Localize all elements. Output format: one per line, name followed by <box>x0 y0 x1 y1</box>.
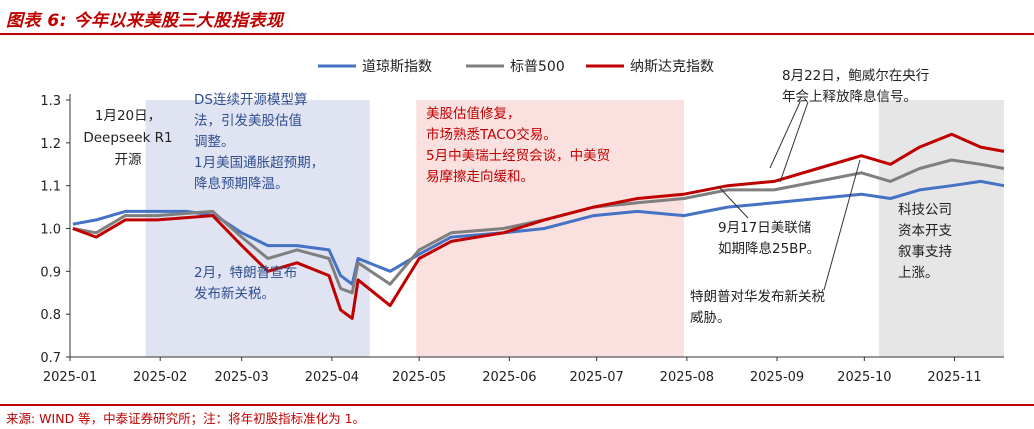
y-tick-label: 0.8 <box>40 308 61 323</box>
x-tick-label: 2025-02 <box>133 370 187 385</box>
annotation-tariff-china: 特朗普对华发布新关税 <box>690 289 825 305</box>
annotation-ds: 法，引发美股估值 <box>194 113 302 129</box>
footer-rule <box>0 404 1034 406</box>
annotation-ds: DS连续开源模型算 <box>194 92 307 108</box>
axes: 1.3 1.2 1.1 1.0 0.9 0.8 0.7 2025-01 2025-02 2025-… <box>40 94 1004 385</box>
pointer-line <box>823 159 861 291</box>
series-line-2 <box>72 132 1005 320</box>
pointer-line <box>717 185 749 219</box>
annotation-fed-cut: 9月17日美联储 <box>718 220 811 236</box>
annotation-tech-capex: 资本开支 <box>898 223 952 239</box>
x-tick-label: 2025-06 <box>482 370 536 385</box>
x-tick-label: 2025-03 <box>215 370 269 385</box>
series-line-1 <box>72 158 1005 295</box>
annotation-tech-capex: 上涨。 <box>898 265 939 281</box>
legend-label: 道琼斯指数 <box>362 59 432 75</box>
annotation-ds: 降息预期降温。 <box>194 175 289 192</box>
x-tick-label: 2025-09 <box>750 370 804 385</box>
x-tick-label: 2025-08 <box>660 370 714 385</box>
annotation-powell: 年会上释放降息信号。 <box>782 88 917 105</box>
annotation-deepseek: 1月20日， <box>95 108 161 124</box>
shaded-periods <box>145 100 1004 357</box>
annotation-valuation: 易摩擦走向缓和。 <box>426 168 534 185</box>
annotation-powell: 8月22日，鲍威尔在央行 <box>782 68 929 84</box>
annotation-valuation: 5月中美瑞士经贸会谈，中美贸 <box>426 148 610 164</box>
annotation-valuation: 市场熟悉TACO交易。 <box>426 126 557 143</box>
shaded-period <box>878 100 1004 357</box>
annotation-deepseek: 开源 <box>115 152 142 168</box>
title-rule <box>0 33 1034 35</box>
pointer-line <box>779 101 809 183</box>
x-tick-label: 2025-04 <box>305 370 359 385</box>
legend-label: 标普500 <box>510 59 565 75</box>
y-tick-label: 1.1 <box>40 180 61 195</box>
series-lines <box>72 132 1005 320</box>
y-tick-label: 1.0 <box>40 223 61 238</box>
y-tick-label: 0.9 <box>40 265 61 280</box>
legend: 道琼斯指数 标普500 纳斯达克指数 <box>318 59 714 75</box>
shaded-period <box>145 100 370 357</box>
chart-title: 图表 6: 今年以来美股三大股指表现 <box>6 11 284 31</box>
x-tick-label: 2025-11 <box>927 370 981 385</box>
source-note: 来源: WIND 等，中泰证券研究所；注：将年初股指标准化为 1。 <box>6 411 366 426</box>
pointer-line <box>769 101 801 169</box>
annotation-tech-capex: 科技公司 <box>898 202 952 218</box>
x-tick-label: 2025-01 <box>43 370 97 385</box>
y-tick-label: 0.7 <box>40 351 61 366</box>
annotation-tariff-feb: 2月，特朗普宣布 <box>194 265 297 281</box>
annotation-tech-capex: 叙事支持 <box>898 244 952 260</box>
y-tick-label: 1.3 <box>40 94 61 109</box>
annotation-fed-cut: 如期降息25BP。 <box>718 240 820 257</box>
line-chart: 1.3 1.2 1.1 1.0 0.9 0.8 0.7 2025-01 2025-02 2025-… <box>40 59 1005 385</box>
annotation-ds: 调整。 <box>194 134 235 150</box>
legend-label: 纳斯达克指数 <box>630 59 714 75</box>
annotation-valuation: 美股估值修复， <box>426 105 521 122</box>
x-tick-label: 2025-10 <box>837 370 891 385</box>
y-tick-label: 1.2 <box>40 137 61 152</box>
annotation-tariff-china: 威胁。 <box>690 310 731 326</box>
annotation-tariff-feb: 发布新关税。 <box>194 286 275 302</box>
x-tick-label: 2025-05 <box>392 370 446 385</box>
annotation-deepseek: Deepseek R1 <box>83 130 172 146</box>
x-tick-label: 2025-07 <box>569 370 623 385</box>
annotation-ds: 1月美国通胀超预期， <box>194 155 324 171</box>
